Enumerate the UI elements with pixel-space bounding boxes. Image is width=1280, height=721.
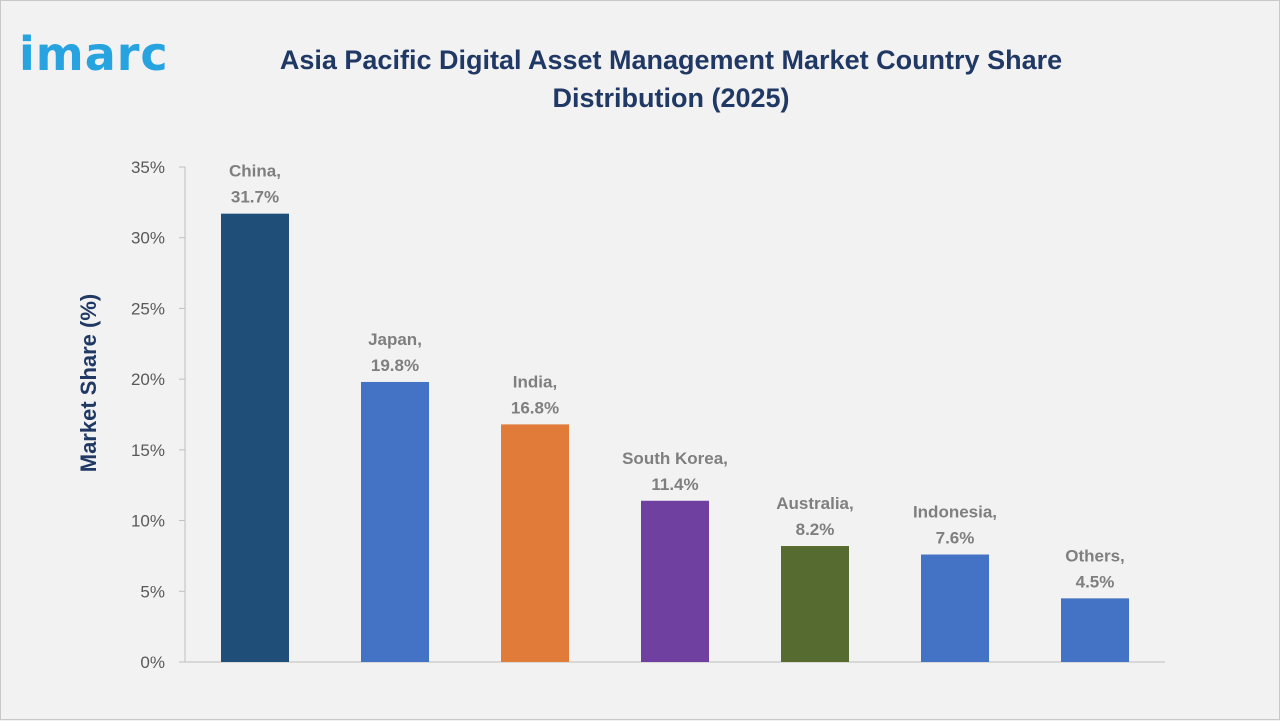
y-tick-label: 30% — [131, 229, 165, 248]
y-tick-label: 20% — [131, 370, 165, 389]
bar-china — [221, 213, 289, 662]
bar-australia — [781, 546, 849, 662]
bar-india — [501, 424, 569, 662]
data-label: Indonesia, 7.6% — [913, 503, 997, 548]
bar-japan — [361, 381, 429, 662]
y-tick-label: 10% — [131, 512, 165, 531]
bar-others — [1061, 598, 1129, 662]
data-label: China, 31.7% — [229, 162, 281, 207]
y-tick-label: 0% — [140, 653, 165, 672]
y-tick-label: 35% — [131, 158, 165, 177]
imarc-logo: imarc — [19, 27, 169, 81]
data-label: Australia, 8.2% — [776, 494, 853, 539]
data-label: India, 16.8% — [511, 372, 559, 417]
data-label: South Korea, 11.4% — [622, 449, 728, 494]
y-tick-label: 15% — [131, 441, 165, 460]
chart-title: Asia Pacific Digital Asset Management Ma… — [279, 45, 1063, 113]
y-tick-label: 25% — [131, 299, 165, 318]
bar-indonesia — [921, 554, 989, 662]
bar-south-korea — [641, 500, 709, 662]
data-label: Japan, 19.8% — [368, 330, 422, 375]
y-tick-label: 5% — [140, 582, 165, 601]
data-label: Others, 4.5% — [1065, 546, 1125, 591]
